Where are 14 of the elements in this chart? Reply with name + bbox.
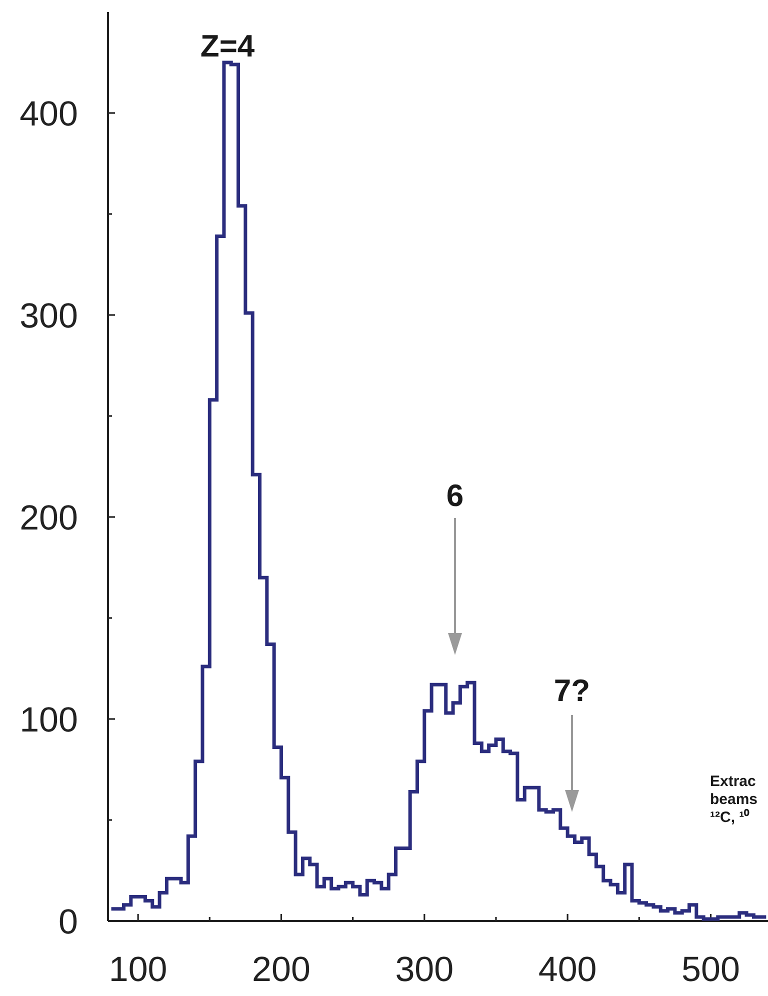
x-tick-label: 400 [538,950,597,989]
annotation: 6 [446,478,464,513]
annotation: 7? [554,673,590,708]
annotation: Extrac beams ¹²C, ¹⁰ [710,773,758,826]
y-tick-label: 200 [20,498,78,538]
y-tick-label: 100 [20,700,78,740]
y-tick-label: 300 [20,296,78,336]
annotation: Z=4 [200,28,256,64]
x-tick-label: 300 [395,950,454,989]
x-tick-label: 100 [108,950,168,989]
x-tick-label: 200 [252,950,310,989]
x-tick-label: 500 [682,950,740,989]
y-tick-label: 0 [58,902,78,942]
y-tick-label: 400 [20,94,78,134]
